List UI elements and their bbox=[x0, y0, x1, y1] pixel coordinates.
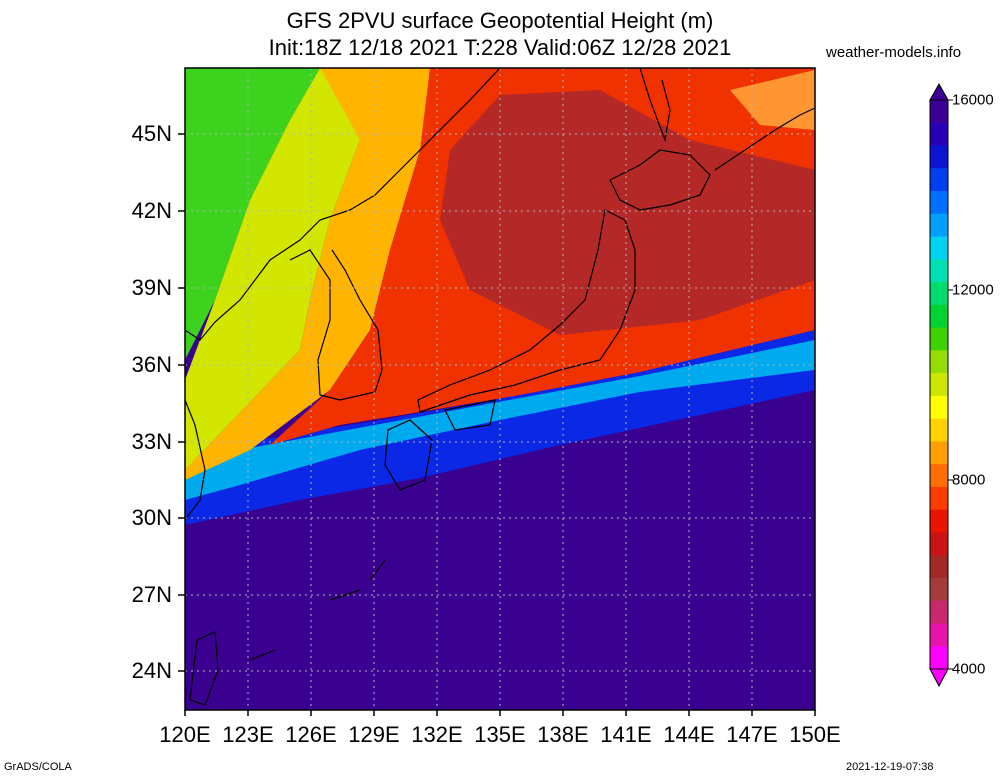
colorbar-label: 12000 bbox=[952, 281, 994, 299]
colorbar-segment bbox=[930, 213, 948, 238]
colorbar-segment bbox=[930, 145, 948, 169]
lon-label: 123E bbox=[222, 722, 274, 747]
coastlines bbox=[185, 68, 815, 706]
lat-label: 30N bbox=[131, 505, 172, 530]
colorbar-segment bbox=[930, 236, 948, 260]
colorbar-segment bbox=[930, 646, 948, 670]
lat-label: 42N bbox=[131, 198, 172, 223]
lon-label: 138E bbox=[537, 722, 589, 747]
colorbar-segment bbox=[930, 304, 948, 329]
china-coast bbox=[185, 68, 501, 341]
lon-label: 132E bbox=[411, 722, 463, 747]
colorbar-segment bbox=[930, 623, 948, 647]
lon-label: 129E bbox=[348, 722, 400, 747]
colorbar-segment bbox=[930, 509, 948, 534]
colorbar-segment bbox=[930, 259, 948, 283]
lat-label: 27N bbox=[131, 582, 172, 607]
colorbar-ticks bbox=[948, 99, 953, 670]
lat-label: 33N bbox=[131, 429, 172, 454]
darkred-zone bbox=[440, 90, 815, 335]
colorbar-top-arrow bbox=[929, 82, 949, 101]
lat-label: 39N bbox=[131, 275, 172, 300]
colorbar-segment bbox=[930, 100, 948, 124]
colorbar-segment bbox=[930, 600, 948, 625]
colorbar-label: 8000 bbox=[952, 471, 986, 489]
footer-software: GrADS/COLA bbox=[4, 761, 72, 773]
colorbar-bottom-arrow bbox=[929, 668, 949, 688]
colorbar bbox=[929, 99, 949, 670]
colorbar-segment bbox=[930, 464, 948, 488]
colorbar-segment bbox=[930, 191, 948, 215]
lat-label: 24N bbox=[131, 658, 172, 683]
lat-label: 45N bbox=[131, 121, 172, 146]
colorbar-segment bbox=[930, 282, 948, 306]
lon-label: 150E bbox=[789, 722, 841, 747]
shikoku bbox=[444, 399, 496, 431]
kyushu bbox=[384, 419, 433, 491]
kuril-islands bbox=[714, 107, 815, 171]
colorbar-label: 16000 bbox=[952, 91, 994, 109]
colorbar-segment bbox=[930, 555, 948, 579]
site-credit: weather-models.info bbox=[826, 44, 962, 61]
colorbar-label: 4000 bbox=[952, 660, 986, 678]
colorbar-segment bbox=[930, 532, 948, 556]
cyan-band bbox=[185, 340, 815, 500]
lat-label: 36N bbox=[131, 352, 172, 377]
map-title: GFS 2PVU surface Geopotential Height (m) bbox=[286, 8, 714, 33]
colorbar-segment bbox=[930, 395, 948, 420]
lon-label: 135E bbox=[474, 722, 526, 747]
lon-label: 126E bbox=[285, 722, 337, 747]
korea-peninsula bbox=[289, 249, 383, 401]
hokkaido bbox=[609, 149, 711, 211]
colorbar-segment bbox=[930, 486, 948, 511]
green-zone bbox=[185, 68, 320, 360]
colorbar-segment bbox=[930, 168, 948, 192]
axis-ticks bbox=[178, 133, 816, 716]
graticule bbox=[185, 68, 815, 710]
taiwan bbox=[189, 631, 219, 706]
yellow-zone bbox=[185, 68, 390, 470]
ryukyu-islands bbox=[249, 559, 386, 661]
colorbar-segment bbox=[930, 441, 948, 465]
colorbar-segment bbox=[930, 577, 948, 602]
colorbar-segment bbox=[930, 327, 948, 351]
orange-zone bbox=[185, 68, 440, 480]
east-china-coast bbox=[185, 399, 206, 521]
lon-label: 147E bbox=[726, 722, 778, 747]
lon-label: 141E bbox=[600, 722, 652, 747]
colorbar-segment bbox=[930, 122, 948, 147]
honshu bbox=[417, 209, 636, 413]
lon-label: 120E bbox=[159, 722, 211, 747]
lon-label: 144E bbox=[663, 722, 715, 747]
map-subtitle: Init:18Z 12/18 2021 T:228 Valid:06Z 12/2… bbox=[268, 35, 732, 60]
light-orange-patch bbox=[730, 70, 815, 130]
footer-timestamp: 2021-12-19-07:38 bbox=[846, 761, 934, 773]
colorbar-segment bbox=[930, 373, 948, 397]
colorbar-segment bbox=[930, 418, 948, 442]
sakhalin bbox=[639, 68, 671, 143]
colorbar-segment bbox=[930, 350, 948, 374]
